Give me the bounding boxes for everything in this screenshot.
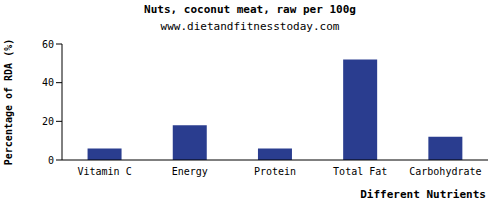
svg-text:0: 0 xyxy=(48,155,54,166)
svg-text:Protein: Protein xyxy=(254,166,296,177)
svg-text:Vitamin C: Vitamin C xyxy=(78,166,132,177)
svg-text:Energy: Energy xyxy=(172,166,208,177)
html-text:Nuts, coconut meat, raw per 10: Nuts, coconut meat, raw per 100g xyxy=(144,3,356,16)
svg-text:Percentage of RDA (%): Percentage of RDA (%) xyxy=(8,39,14,165)
svg-text:Carbohydrate: Carbohydrate xyxy=(409,166,481,177)
svg-text:40: 40 xyxy=(42,77,54,88)
svg-text:20: 20 xyxy=(42,116,54,127)
svg-text:Different Nutrients: Different Nutrients xyxy=(360,188,486,200)
html-text:www.dietandfitnesstoday.com: www.dietandfitnesstoday.com xyxy=(160,20,340,33)
svg-text:Total Fat: Total Fat xyxy=(333,166,387,177)
svg-text:60: 60 xyxy=(42,39,54,50)
